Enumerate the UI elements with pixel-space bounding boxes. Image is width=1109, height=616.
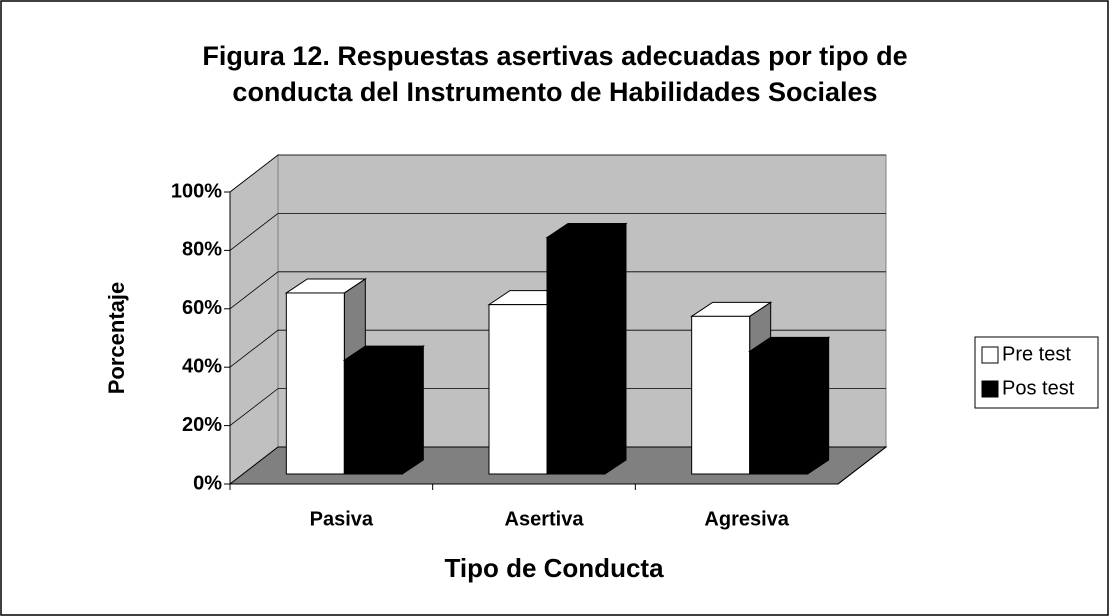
bar: [691, 315, 751, 475]
x-tick-label: Pasiva: [310, 508, 374, 530]
bar-side: [401, 345, 424, 475]
y-tick-label: 80%: [182, 239, 222, 261]
grid-line: [229, 388, 886, 426]
legend-label: Pos test: [1002, 377, 1075, 399]
x-axis-depth: [837, 446, 887, 485]
x-tick-label: Agresiva: [704, 508, 789, 530]
grid-line: [229, 212, 886, 251]
grid-line: [229, 271, 886, 310]
bar: [488, 304, 548, 475]
chart-title: Figura 12. Respuestas asertivas adecuada…: [202, 41, 908, 107]
bar: [749, 350, 809, 475]
y-tick-label: 60%: [182, 297, 222, 319]
grid-line: [229, 329, 886, 368]
bar: [546, 236, 606, 475]
side-wall: [229, 153, 279, 486]
x-tick-label: Asertiva: [505, 508, 585, 530]
bar-side: [807, 336, 830, 475]
y-tick-label: 20%: [182, 414, 222, 436]
legend-swatch: [981, 380, 999, 398]
y-tick-label: 0%: [193, 472, 222, 494]
y-axis-label: Porcentaje: [104, 282, 129, 395]
x-axis-label: Tipo de Conducta: [444, 553, 664, 583]
legend-swatch: [981, 346, 999, 364]
y-tick-label: 40%: [182, 355, 222, 377]
grid-line: [229, 154, 886, 193]
bar-side: [604, 222, 627, 475]
y-tick-label: 100%: [171, 180, 222, 202]
bar: [343, 359, 403, 475]
bar: [285, 292, 345, 475]
legend-label: Pre test: [1002, 343, 1071, 365]
